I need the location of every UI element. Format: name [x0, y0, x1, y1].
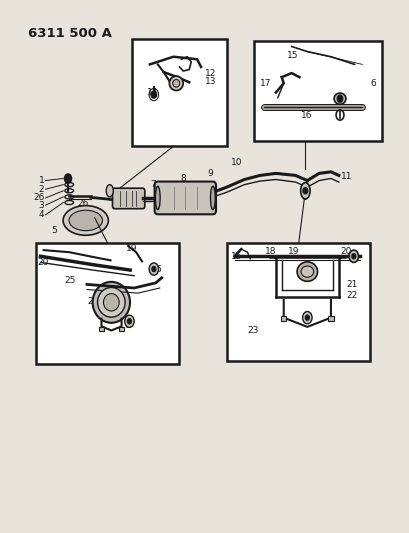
Bar [327, 316, 333, 321]
Text: 12: 12 [204, 69, 216, 78]
Text: 11: 11 [340, 172, 351, 181]
Text: 6: 6 [301, 193, 306, 203]
Bar [36, 244, 179, 364]
Ellipse shape [333, 93, 345, 104]
Bar [254, 42, 381, 141]
Text: 21: 21 [346, 280, 357, 289]
Ellipse shape [106, 184, 113, 197]
Text: 16: 16 [301, 110, 312, 119]
Ellipse shape [97, 287, 125, 317]
Text: 5: 5 [52, 226, 57, 235]
Ellipse shape [155, 186, 160, 209]
FancyBboxPatch shape [112, 188, 144, 209]
Circle shape [151, 91, 156, 98]
Text: 20: 20 [38, 258, 49, 267]
Text: 23: 23 [247, 327, 258, 335]
FancyBboxPatch shape [154, 182, 216, 214]
Circle shape [149, 263, 158, 275]
Text: 10: 10 [231, 158, 242, 167]
Circle shape [351, 254, 355, 259]
Ellipse shape [297, 262, 317, 281]
Circle shape [302, 188, 307, 194]
Circle shape [64, 174, 72, 183]
Ellipse shape [172, 79, 180, 87]
Ellipse shape [63, 206, 108, 235]
Bar [226, 244, 369, 361]
Ellipse shape [300, 266, 313, 277]
Ellipse shape [92, 282, 130, 323]
Text: 19: 19 [126, 244, 137, 253]
Text: 6: 6 [117, 188, 123, 197]
Circle shape [337, 95, 342, 102]
Bar [119, 327, 124, 331]
Text: 4: 4 [39, 211, 44, 219]
Text: 19: 19 [287, 247, 299, 256]
Text: 6311 500 A: 6311 500 A [28, 27, 112, 40]
Text: 22: 22 [346, 291, 357, 300]
Ellipse shape [210, 186, 215, 209]
Circle shape [151, 266, 155, 272]
Circle shape [124, 315, 134, 327]
Circle shape [127, 319, 131, 324]
Circle shape [305, 315, 308, 320]
Text: 26: 26 [33, 193, 44, 203]
Text: 26: 26 [77, 199, 88, 207]
Text: 15: 15 [286, 51, 298, 60]
Bar [99, 327, 103, 331]
Text: 18: 18 [265, 247, 276, 256]
Circle shape [348, 250, 357, 262]
Text: 6: 6 [124, 321, 130, 330]
Text: 8: 8 [180, 174, 186, 183]
Text: 15: 15 [230, 252, 241, 261]
Text: 24: 24 [87, 297, 98, 306]
Ellipse shape [69, 210, 102, 231]
Text: 25: 25 [64, 276, 76, 285]
Text: 6: 6 [155, 264, 160, 273]
Text: 9: 9 [207, 169, 212, 178]
Bar [132, 39, 226, 146]
Text: 7: 7 [150, 180, 155, 189]
Text: 20: 20 [339, 247, 351, 256]
Text: 17: 17 [259, 79, 271, 88]
Ellipse shape [300, 183, 309, 199]
Text: 2: 2 [39, 185, 44, 193]
Ellipse shape [103, 294, 119, 311]
Bar [280, 316, 286, 321]
Text: 3: 3 [38, 200, 44, 209]
Text: 1: 1 [38, 176, 44, 185]
Text: 14: 14 [147, 88, 158, 97]
Circle shape [302, 311, 311, 324]
Text: 13: 13 [204, 77, 216, 86]
Ellipse shape [169, 76, 183, 91]
Text: 6: 6 [369, 79, 375, 88]
